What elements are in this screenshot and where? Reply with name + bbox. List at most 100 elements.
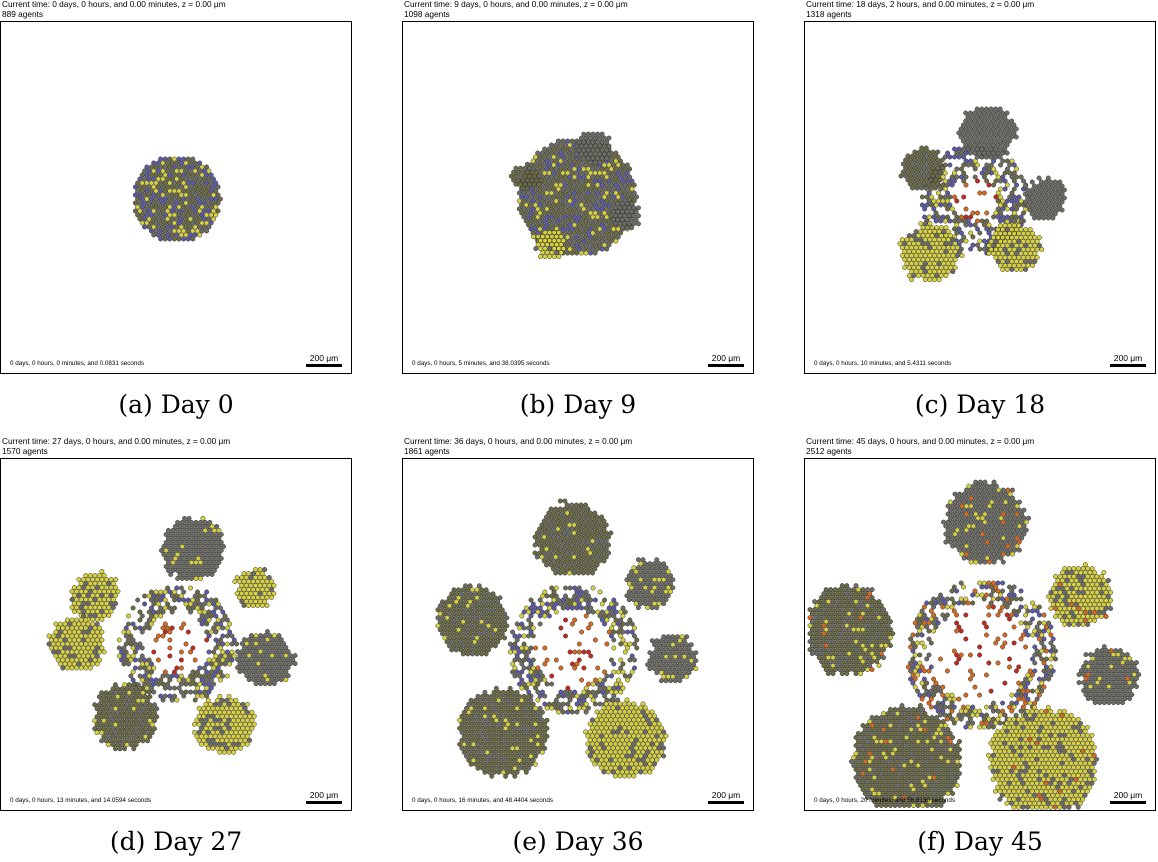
agent-cell [597, 701, 603, 707]
agent-cell [76, 645, 82, 651]
agent-cell [437, 611, 443, 617]
agent-cell [1018, 174, 1024, 180]
agent-cell [997, 106, 1003, 112]
scale-bar-label: 200 μm [711, 790, 741, 800]
agent-cell [523, 729, 529, 735]
agent-cell [1011, 231, 1017, 236]
agent-cell [1023, 604, 1029, 610]
agent-cell [205, 745, 211, 751]
agent-cell [663, 670, 669, 676]
agent-cell [599, 765, 605, 771]
agent-cell [1016, 231, 1022, 236]
agent-cell [201, 665, 207, 671]
agent-cell [1002, 170, 1008, 176]
agent-cell [1016, 608, 1022, 614]
agent-cell [963, 596, 969, 602]
agent-cell [1036, 183, 1042, 189]
agent-cell [569, 597, 575, 603]
agent-cell [1004, 267, 1010, 272]
agent-cell [146, 208, 152, 214]
agent-cell [1020, 239, 1026, 244]
agent-cell [205, 729, 211, 735]
agent-cell [615, 697, 621, 703]
agent-cell [200, 556, 206, 561]
agent-cell [90, 593, 96, 598]
agent-cell [215, 665, 221, 671]
agent-cell [215, 705, 220, 711]
agent-cell [995, 206, 1001, 212]
agent-cell [686, 662, 692, 668]
agent-cell [601, 234, 607, 240]
agent-cell [115, 702, 121, 708]
agent-cell [580, 514, 586, 520]
agent-cell [560, 246, 566, 252]
agent-cell [530, 601, 536, 607]
agent-cell [595, 238, 600, 244]
agent-cell [90, 629, 96, 635]
agent-cell [146, 200, 152, 206]
agent-cell [615, 178, 621, 184]
agent-cell [139, 613, 145, 619]
agent-cell [163, 540, 169, 545]
agent-cell [555, 202, 561, 208]
agent-cell [993, 122, 999, 128]
agent-cell [162, 164, 168, 170]
agent-cell [954, 174, 960, 180]
agent-cell [1045, 215, 1051, 221]
agent-cell [140, 698, 146, 704]
agent-cell [126, 629, 131, 635]
agent-cell [990, 126, 996, 132]
agent-cell [493, 757, 499, 763]
agent-cell [516, 733, 522, 739]
agent-cell [626, 581, 632, 587]
agent-cell [553, 705, 559, 711]
agent-cell [661, 658, 667, 664]
agent-cell [497, 619, 503, 625]
agent-cell [202, 536, 208, 541]
agent-cell [1018, 620, 1024, 626]
agent-cell [508, 173, 514, 179]
agent-cell [906, 241, 912, 247]
agent-cell [184, 568, 190, 573]
agent-cell [608, 213, 614, 219]
agent-cell [440, 607, 445, 613]
agent-cell [1025, 195, 1031, 201]
agent-cell [915, 241, 921, 247]
agent-cell [631, 597, 637, 603]
agent-cell [609, 633, 614, 639]
agent-cell [1045, 199, 1051, 205]
agent-cell [76, 577, 82, 582]
agent-cell [550, 550, 556, 556]
agent-cell [74, 589, 80, 594]
agent-cell [496, 697, 502, 703]
agent-cell [652, 601, 657, 607]
agent-cell [126, 637, 131, 643]
agent-cell [169, 224, 175, 230]
agent-cell [948, 233, 954, 239]
agent-cell [204, 589, 210, 595]
agent-cell [188, 184, 193, 190]
agent-cell [596, 534, 602, 540]
agent-cell [87, 625, 93, 631]
agent-cell [544, 733, 550, 739]
agent-cell [62, 661, 68, 667]
agent-cell [1036, 215, 1042, 221]
agent-cell [480, 725, 486, 731]
agent-cell [567, 506, 572, 512]
agent-cell [924, 600, 930, 606]
agent-cell [535, 689, 541, 695]
agent-cell [588, 135, 594, 141]
agent-cell [613, 166, 619, 172]
agent-cell [58, 645, 63, 651]
agent-cell [998, 210, 1003, 216]
agent-cell [126, 682, 132, 688]
agent-cell [555, 178, 561, 184]
agent-cell [916, 181, 922, 187]
agent-cell [221, 717, 227, 723]
agent-cell [599, 131, 605, 137]
agent-cell [172, 589, 177, 595]
agent-cell [601, 202, 607, 208]
agent-cell [551, 210, 557, 216]
agent-cell [576, 182, 582, 188]
agent-cell [569, 210, 575, 216]
